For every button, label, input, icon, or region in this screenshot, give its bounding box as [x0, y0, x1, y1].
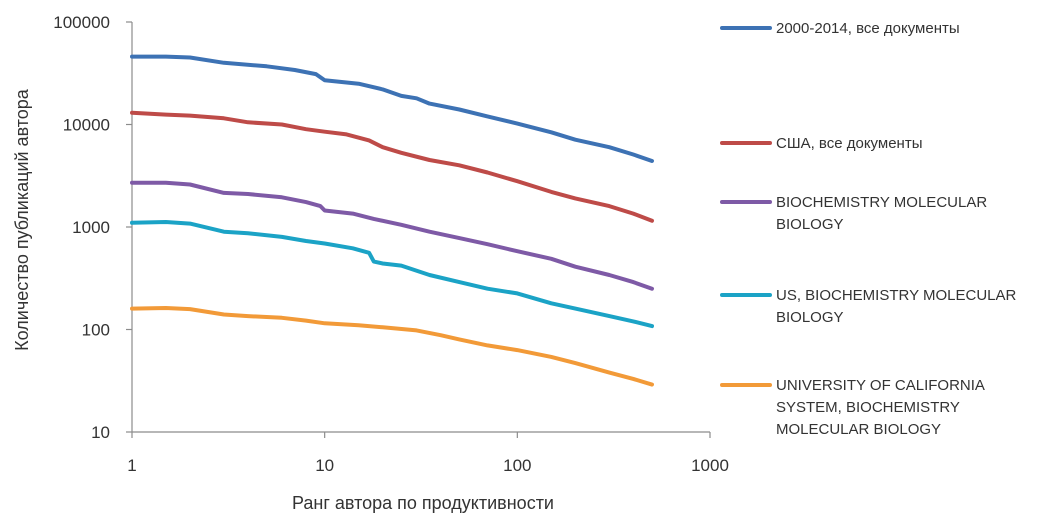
legend-label-line: UNIVERSITY OF CALIFORNIA [776, 377, 985, 394]
series-line-5 [130, 306, 654, 387]
x-tick-label: 1000 [691, 456, 729, 475]
y-axis-title: Количество публикаций автора [12, 88, 32, 351]
legend-label-2: США, все документы [776, 135, 922, 152]
legend-label-line: US, BIOCHEMISTRY MOLECULAR [776, 287, 1016, 304]
legend-label-line: 2000-2014, все документы [776, 20, 960, 37]
x-axis-title: Ранг автора по продуктивности [292, 493, 554, 513]
x-tick-label: 10 [315, 456, 334, 475]
series-lines [130, 54, 654, 387]
legend-label-line: BIOLOGY [776, 309, 844, 326]
legend-label-line: США, все документы [776, 135, 922, 152]
legend-label-3: BIOCHEMISTRY MOLECULAR BIOLOGY [776, 194, 987, 233]
series-line-4 [130, 220, 654, 329]
y-tick-label: 1000 [72, 218, 110, 237]
y-tick-label: 100 [82, 321, 110, 340]
series-line-2 [130, 110, 654, 223]
legend-label-line: MOLECULAR BIOLOGY [776, 421, 941, 438]
x-tick-label: 1 [127, 456, 136, 475]
legend-label-line: BIOCHEMISTRY MOLECULAR [776, 194, 987, 211]
series-line-3 [130, 180, 654, 291]
legend-label-line: BIOLOGY [776, 216, 844, 233]
legend-label-1: 2000-2014, все документы [776, 20, 960, 37]
legend-label-5: UNIVERSITY OF CALIFORNIA SYSTEM, BIOCHEMI… [776, 377, 985, 438]
legend-label-4: US, BIOCHEMISTRY MOLECULAR BIOLOGY [776, 287, 1016, 326]
y-tick-label: 10 [91, 423, 110, 442]
legend-label-line: SYSTEM, BIOCHEMISTRY [776, 399, 960, 416]
axes: 10 100 1000 10000 100000 1 10 100 1000 [53, 13, 729, 475]
y-tick-label: 100000 [53, 13, 110, 32]
series-line-1 [130, 54, 654, 163]
legend: 2000-2014, все документы США, все докумен… [720, 20, 1016, 438]
x-tick-label: 100 [503, 456, 531, 475]
y-tick-label: 10000 [63, 116, 110, 135]
